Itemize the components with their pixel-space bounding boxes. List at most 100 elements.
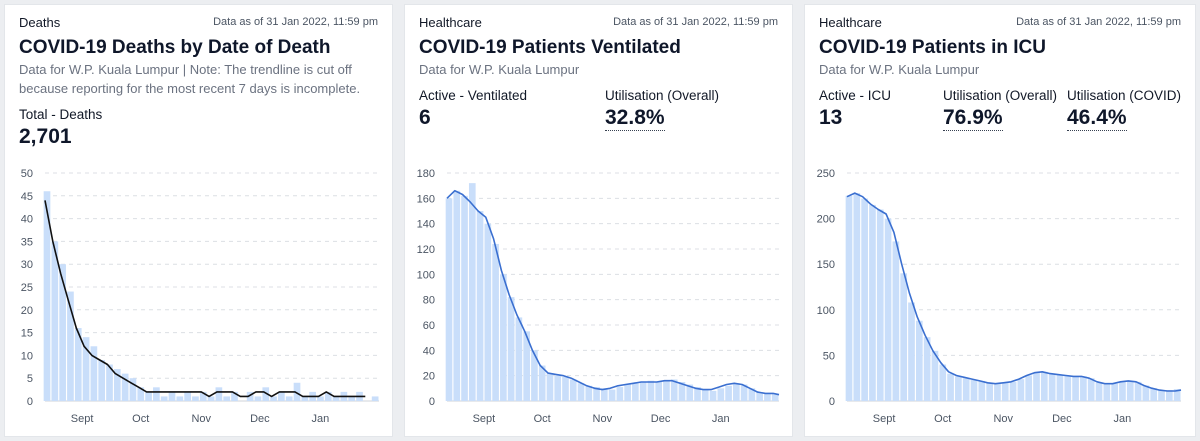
data-bar — [931, 350, 939, 401]
data-bar — [254, 396, 262, 401]
data-bar — [1095, 382, 1103, 401]
data-bar — [523, 331, 530, 401]
y-tick-label: 120 — [417, 244, 435, 256]
data-bar — [748, 388, 756, 401]
x-tick-label: Jan — [1114, 413, 1132, 425]
y-tick-label: 50 — [21, 168, 33, 180]
data-bar — [1064, 375, 1072, 401]
data-bar — [554, 375, 562, 401]
data-bar — [962, 378, 970, 401]
data-bar — [892, 241, 900, 401]
y-tick-label: 0 — [429, 396, 435, 408]
data-bar — [492, 243, 499, 401]
data-bar — [994, 383, 1001, 401]
data-bar — [709, 390, 717, 401]
stat-value-tooltip[interactable]: 32.8% — [605, 106, 665, 131]
data-bar — [199, 391, 207, 401]
data-bar — [1009, 381, 1017, 401]
data-bar — [900, 273, 908, 401]
x-tick-label: Nov — [593, 413, 613, 425]
data-bar — [106, 364, 113, 401]
stat-label: Utilisation (Overall) — [605, 88, 720, 103]
data-bar — [51, 241, 59, 401]
x-tick-label: Nov — [993, 413, 1013, 425]
trend-line — [44, 200, 366, 398]
data-bar — [1056, 374, 1064, 401]
data-bar — [1001, 382, 1009, 401]
y-tick-label: 0 — [829, 396, 835, 408]
stat-value: 6 — [419, 106, 431, 129]
stat-label: Utilisation (Overall) — [943, 88, 1058, 103]
y-tick-label: 0 — [27, 396, 33, 408]
data-bar — [694, 387, 701, 401]
data-bar — [639, 382, 647, 401]
data-bar — [733, 383, 740, 401]
y-tick-label: 15 — [21, 328, 33, 340]
y-tick-label: 30 — [21, 259, 33, 271]
data-bar — [947, 373, 954, 401]
data-bar — [1033, 372, 1040, 401]
category-label: Healthcare — [419, 15, 482, 30]
stat-utilisation-covid: Utilisation (COVID) 46.4% — [1067, 88, 1181, 131]
data-bar — [678, 382, 686, 401]
data-as-of: Data as of 31 Jan 2022, 11:59 pm — [1016, 16, 1181, 28]
stat-value-tooltip[interactable]: 46.4% — [1067, 106, 1127, 131]
data-bar — [231, 391, 238, 401]
y-tick-label: 60 — [423, 320, 435, 332]
data-bar — [1173, 389, 1181, 401]
data-bar — [500, 274, 507, 401]
y-tick-label: 35 — [21, 236, 33, 248]
data-bar — [317, 396, 324, 401]
stat-value: 13 — [819, 106, 843, 129]
card-header: Healthcare Data as of 31 Jan 2022, 11:59… — [419, 15, 778, 131]
data-bar — [324, 391, 332, 401]
data-bar — [246, 391, 254, 401]
stat-label: Active - Ventilated — [419, 88, 528, 103]
stat-utilisation-overall: Utilisation (Overall) 76.9% — [943, 88, 1057, 131]
data-bar — [725, 385, 732, 401]
data-bar — [113, 369, 121, 401]
y-tick-label: 40 — [423, 345, 435, 357]
trend-line — [846, 192, 1182, 392]
data-bar — [978, 380, 986, 401]
data-as-of: Data as of 31 Jan 2022, 11:59 pm — [213, 16, 378, 28]
card-deaths: Deaths Data as of 31 Jan 2022, 11:59 pm … — [4, 4, 393, 437]
data-bar — [884, 218, 892, 401]
data-bar — [468, 183, 476, 401]
data-bar — [1158, 390, 1165, 401]
data-bar — [160, 396, 168, 401]
data-bar — [1080, 376, 1087, 401]
x-tick-label: Sept — [71, 413, 94, 425]
card-title: COVID-19 Deaths by Date of Death — [19, 37, 331, 58]
stat-label: Total - Deaths — [19, 107, 103, 122]
y-tick-label: 25 — [21, 282, 33, 294]
y-tick-label: 80 — [423, 295, 435, 307]
card-ventilated: Healthcare Data as of 31 Jan 2022, 11:59… — [404, 4, 793, 437]
data-bar — [223, 396, 231, 401]
x-tick-label: Dec — [1052, 413, 1072, 425]
data-bar — [562, 376, 569, 401]
data-bar — [74, 328, 82, 401]
data-bar — [531, 350, 538, 401]
data-bar — [670, 379, 678, 401]
data-bar — [756, 392, 763, 401]
card-subtitle: Data for W.P. Kuala Lumpur | Note: The t… — [19, 62, 361, 96]
card-header: Deaths Data as of 31 Jan 2022, 11:59 pm … — [19, 15, 378, 148]
data-bar — [546, 373, 554, 401]
data-bar — [192, 396, 199, 401]
data-bar — [484, 223, 492, 401]
card-subtitle: Data for W.P. Kuala Lumpur — [419, 62, 580, 77]
y-tick-label: 40 — [21, 214, 33, 226]
stat-value-tooltip[interactable]: 76.9% — [943, 106, 1003, 131]
data-bar — [137, 387, 145, 401]
data-bar — [740, 384, 748, 401]
data-bar — [301, 396, 309, 401]
data-bar — [939, 364, 947, 401]
icu-chart: 0 50 100 150 200 250 Sept Oct Nov Dec Jan — [817, 168, 1182, 425]
data-bar — [184, 391, 191, 401]
data-bar — [153, 387, 160, 401]
data-bar — [445, 198, 453, 401]
data-bar — [129, 378, 137, 401]
data-bar — [270, 396, 277, 401]
